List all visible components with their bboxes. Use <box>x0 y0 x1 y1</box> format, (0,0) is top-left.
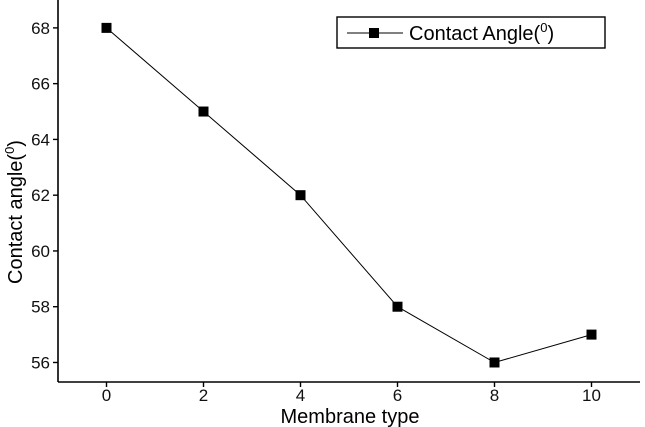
y-tick-label: 62 <box>31 186 50 205</box>
y-tick-label: 56 <box>31 353 50 372</box>
legend-label-sup: 0 <box>540 20 547 35</box>
legend-label-close: ) <box>547 23 554 45</box>
legend: Contact Angle(0) <box>336 16 606 49</box>
x-tick-label: 10 <box>582 386 601 405</box>
data-point <box>489 357 500 368</box>
series-line <box>106 27 592 364</box>
y-tick-label: 66 <box>31 75 50 94</box>
x-tick-label: 0 <box>102 386 111 405</box>
y-axis-title-text: Contact angle( <box>5 154 27 284</box>
x-ticks: 0 2 4 6 8 10 <box>102 382 601 405</box>
data-point <box>198 106 209 117</box>
data-point <box>586 329 597 340</box>
x-axis-title: Membrane type <box>281 406 420 427</box>
y-tick-label: 64 <box>31 130 50 149</box>
y-axis-title-close: ) <box>5 140 27 147</box>
legend-label-text: Contact Angle( <box>409 23 541 45</box>
data-point <box>101 22 112 33</box>
y-tick-label: 60 <box>31 242 50 261</box>
y-axis-title-sup: 0 <box>2 147 17 154</box>
x-tick-label: 4 <box>296 386 305 405</box>
y-ticks: 56 58 60 62 64 66 68 <box>31 19 58 372</box>
y-tick-label: 58 <box>31 298 50 317</box>
legend-label: Contact Angle(0) <box>409 20 554 45</box>
data-point <box>295 190 306 201</box>
plot-area <box>101 22 597 368</box>
data-point <box>392 301 403 312</box>
y-axis-title: Contact angle(0) <box>2 140 27 284</box>
x-tick-label: 8 <box>490 386 499 405</box>
x-tick-label: 2 <box>199 386 208 405</box>
x-tick-label: 6 <box>393 386 402 405</box>
y-tick-label: 68 <box>31 19 50 38</box>
series-markers <box>101 22 597 368</box>
legend-marker <box>369 28 379 38</box>
